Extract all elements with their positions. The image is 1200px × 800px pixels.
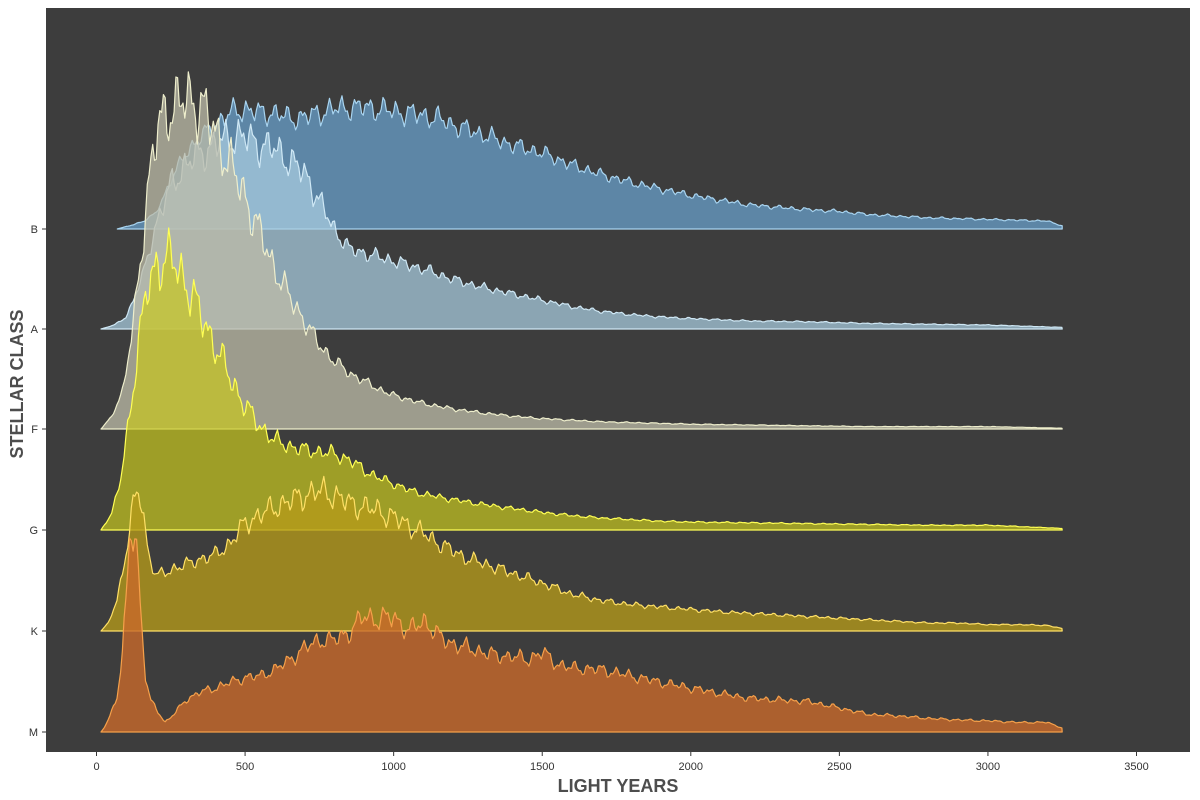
y-tick-label: G: [29, 525, 38, 537]
x-tick-label: 1500: [530, 761, 554, 773]
ridge-m: [100, 537, 1063, 733]
y-tick-label: M: [29, 727, 38, 739]
ridge-a: [100, 118, 1063, 330]
x-tick-label: 0: [93, 761, 99, 773]
y-tick-label: F: [31, 424, 38, 436]
y-tick-label: K: [31, 626, 39, 638]
x-tick-label: 500: [236, 761, 254, 773]
series-layer: [100, 71, 1063, 733]
ridge-b: [116, 95, 1063, 230]
ridge-g: [100, 227, 1063, 531]
y-tick-label: B: [31, 224, 38, 236]
x-axis-title: LIGHT YEARS: [558, 776, 679, 796]
x-tick-label: 2500: [827, 761, 851, 773]
x-tick-label: 2000: [679, 761, 703, 773]
x-tick-label: 1000: [381, 761, 405, 773]
x-tick-label: 3500: [1124, 761, 1148, 773]
y-axis-title: STELLAR CLASS: [7, 309, 27, 458]
ridge-k: [100, 475, 1063, 632]
y-tick-label: A: [31, 324, 39, 336]
axis-layer: 0 500 1000 1500 2000 2500 3000 3500 M K G F A B: [29, 224, 1149, 773]
x-tick-label: 3000: [976, 761, 1000, 773]
